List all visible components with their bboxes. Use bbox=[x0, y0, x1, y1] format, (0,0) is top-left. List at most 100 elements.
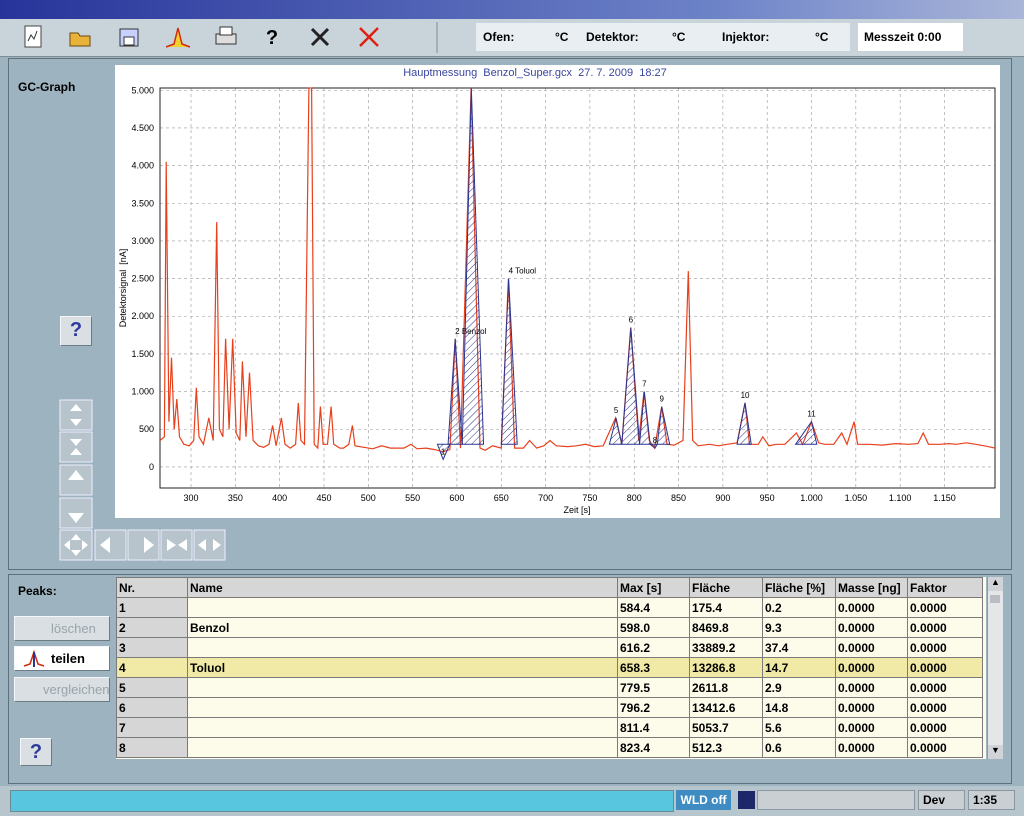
x-axis-label: Zeit [s] bbox=[563, 505, 590, 515]
peaks-help-button[interactable]: ? bbox=[20, 738, 52, 766]
table-cell: 512.3 bbox=[689, 737, 763, 758]
x-tick-label: 1.150 bbox=[933, 493, 956, 503]
save-icon[interactable] bbox=[119, 28, 139, 47]
print-icon[interactable] bbox=[215, 26, 237, 45]
table-row[interactable]: 8 823.4 512.3 0.6 0.0000 0.0000 bbox=[116, 737, 983, 758]
table-cell: 0.0000 bbox=[835, 657, 908, 678]
peak-table-wrap: Nr. Name Max [s] Fläche Fläche [%] Masse [ng]… bbox=[116, 577, 986, 759]
peak-area bbox=[500, 278, 518, 445]
graph-panel bbox=[8, 58, 1012, 570]
y-tick-label: 3.500 bbox=[131, 198, 154, 208]
table-row[interactable]: 4 Toluol 658.3 13286.8 14.7 0.0000 0.0000 bbox=[116, 657, 983, 678]
close-icon[interactable] bbox=[359, 27, 379, 47]
table-cell: 6 bbox=[116, 697, 188, 718]
table-cell: 8469.8 bbox=[689, 617, 763, 638]
table-cell: 598.0 bbox=[617, 617, 690, 638]
progress-bar bbox=[10, 790, 674, 812]
help-icon[interactable]: ? bbox=[266, 27, 278, 49]
y-tick-label: 2.000 bbox=[131, 311, 154, 321]
delete-button[interactable]: löschen bbox=[14, 616, 110, 641]
table-cell: 0.0000 bbox=[835, 637, 908, 658]
split-button[interactable]: teilen bbox=[14, 646, 110, 671]
x-tick-label: 650 bbox=[494, 493, 509, 503]
peak-label: 9 bbox=[659, 395, 664, 404]
table-row[interactable]: 3 616.2 33889.2 37.4 0.0000 0.0000 bbox=[116, 637, 983, 658]
table-cell: 823.4 bbox=[617, 737, 690, 758]
table-cell: 5 bbox=[116, 677, 188, 698]
x-tick-label: 750 bbox=[582, 493, 597, 503]
scroll-right[interactable] bbox=[127, 529, 160, 561]
table-cell: 5053.7 bbox=[689, 717, 763, 738]
table-cell: 811.4 bbox=[617, 717, 690, 738]
table-cell: 7 bbox=[116, 717, 188, 738]
peak-label: 4 Toluol bbox=[509, 267, 537, 276]
x-tick-label: 900 bbox=[715, 493, 730, 503]
table-cell: Toluol bbox=[187, 657, 618, 678]
table-cell: 0.0000 bbox=[907, 597, 983, 618]
open-icon[interactable] bbox=[69, 32, 91, 47]
table-cell: 0.2 bbox=[762, 597, 836, 618]
y-tick-label: 2.500 bbox=[131, 274, 154, 284]
nav-arrows bbox=[64, 404, 221, 556]
table-cell: 779.5 bbox=[617, 677, 690, 698]
scroll-left[interactable] bbox=[94, 529, 127, 561]
table-cell: 2611.8 bbox=[689, 677, 763, 698]
peak-label: 1 bbox=[441, 447, 446, 456]
table-row[interactable]: 1 584.4 175.4 0.2 0.0000 0.0000 bbox=[116, 597, 983, 618]
wld-status: WLD off bbox=[676, 790, 731, 810]
table-cell: 37.4 bbox=[762, 637, 836, 658]
table-cell: 13286.8 bbox=[689, 657, 763, 678]
help-button[interactable]: ? bbox=[60, 316, 92, 346]
table-cell: 796.2 bbox=[617, 697, 690, 718]
x-tick-label: 800 bbox=[627, 493, 642, 503]
peak-label: 11 bbox=[807, 410, 816, 419]
x-tick-label: 1.000 bbox=[800, 493, 823, 503]
zoom-y-out[interactable] bbox=[59, 431, 93, 463]
table-cell: 616.2 bbox=[617, 637, 690, 658]
table-cell: 9.3 bbox=[762, 617, 836, 638]
x-tick-label: 950 bbox=[760, 493, 775, 503]
column-header: Max [s] bbox=[617, 577, 690, 598]
new-icon[interactable] bbox=[24, 25, 42, 48]
x-tick-label: 850 bbox=[671, 493, 686, 503]
peak-label: 10 bbox=[741, 391, 750, 400]
table-cell: 0.6 bbox=[762, 737, 836, 758]
peak-area bbox=[639, 391, 651, 445]
zoom-x-in[interactable] bbox=[160, 529, 193, 561]
column-header: Faktor bbox=[907, 577, 983, 598]
table-row[interactable]: 7 811.4 5053.7 5.6 0.0000 0.0000 bbox=[116, 717, 983, 738]
table-row[interactable]: 6 796.2 13412.6 14.8 0.0000 0.0000 bbox=[116, 697, 983, 718]
toolbar-icons: ? bbox=[24, 22, 438, 53]
peak-label: 7 bbox=[642, 380, 647, 389]
detector-label: Detektor: bbox=[586, 30, 639, 44]
y-tick-label: 4.000 bbox=[131, 161, 154, 171]
peak-table: Nr. Name Max [s] Fläche Fläche [%] Masse [ng]… bbox=[116, 577, 983, 758]
status-field bbox=[757, 790, 915, 810]
y-axis-label: Detektorsignal [nA] bbox=[118, 249, 128, 328]
time-box bbox=[858, 23, 963, 51]
injector-label: Injektor: bbox=[722, 30, 770, 44]
peaks-title: Peaks: bbox=[18, 584, 57, 598]
y-tick-label: 3.000 bbox=[131, 236, 154, 246]
table-cell: 8 bbox=[116, 737, 188, 758]
table-cell: 0.0000 bbox=[907, 637, 983, 658]
table-row[interactable]: 5 779.5 2611.8 2.9 0.0000 0.0000 bbox=[116, 677, 983, 698]
y-tick-label: 0 bbox=[149, 462, 154, 472]
x-tick-label: 300 bbox=[184, 493, 199, 503]
peak-area bbox=[736, 402, 752, 445]
y-tick-label: 4.500 bbox=[131, 123, 154, 133]
peak-area bbox=[794, 420, 818, 445]
column-header: Nr. bbox=[116, 577, 188, 598]
scrollbar[interactable]: ▲ ▼ bbox=[987, 577, 1003, 759]
x-tick-label: 600 bbox=[449, 493, 464, 503]
oven-unit: °C bbox=[555, 30, 569, 44]
table-cell: 0.0000 bbox=[907, 617, 983, 638]
peak-icon[interactable] bbox=[165, 27, 191, 48]
tools-icon[interactable] bbox=[310, 27, 330, 47]
compare-button[interactable]: vergleichen bbox=[14, 677, 110, 702]
x-tick-label: 550 bbox=[405, 493, 420, 503]
table-cell: 0.0000 bbox=[835, 677, 908, 698]
table-row[interactable]: 2 Benzol 598.0 8469.8 9.3 0.0000 0.0000 bbox=[116, 617, 983, 638]
x-tick-label: 700 bbox=[538, 493, 553, 503]
